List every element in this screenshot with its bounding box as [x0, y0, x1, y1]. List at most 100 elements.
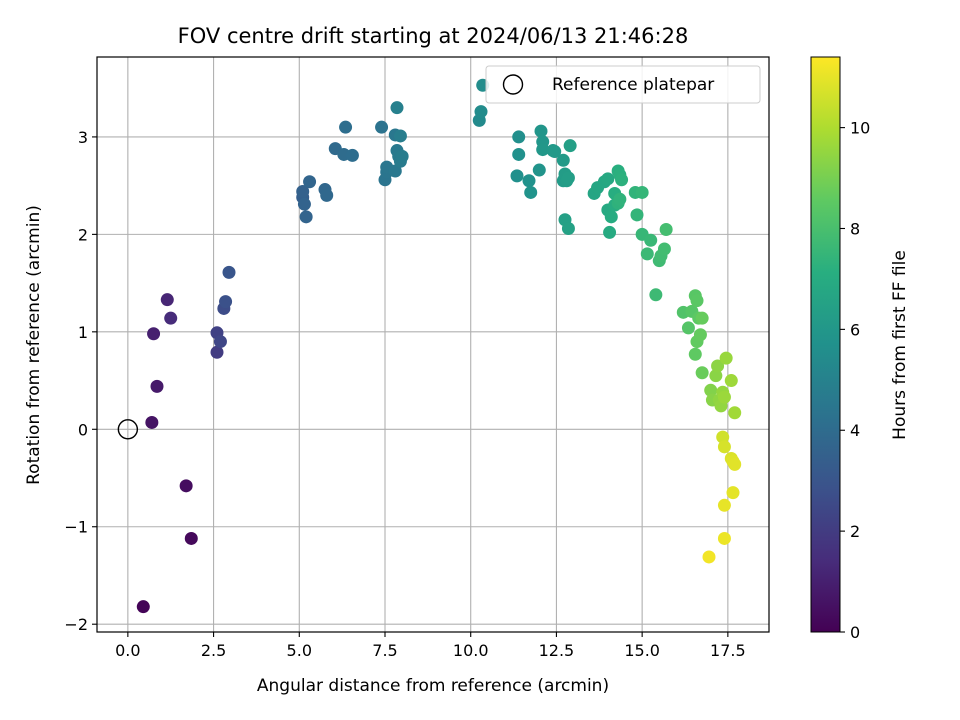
data-point	[512, 130, 526, 144]
colorbar: 0 2 4 6 8 10 Hours from first FF file	[810, 56, 910, 642]
data-point	[644, 233, 658, 247]
y-tick-label: 3	[78, 128, 88, 147]
data-point	[717, 440, 731, 454]
y-axis-ticks: −2 −1 0 1 2 3	[64, 128, 97, 634]
data-point	[615, 173, 629, 187]
data-point	[512, 147, 526, 161]
data-point	[296, 184, 310, 198]
data-point	[145, 415, 159, 429]
data-point	[213, 335, 227, 349]
x-tick-label: 0.0	[115, 641, 140, 660]
legend-entry-reference: Reference platepar	[552, 75, 714, 95]
data-point	[474, 105, 488, 119]
data-point	[561, 171, 575, 185]
data-point	[548, 145, 562, 159]
colorbar-tick-label: 6	[850, 320, 860, 339]
y-tick-label: 2	[78, 225, 88, 244]
data-point	[728, 457, 742, 471]
data-point	[709, 369, 723, 383]
data-point	[395, 149, 409, 163]
data-point	[649, 288, 663, 302]
x-tick-label: 10.0	[453, 641, 489, 660]
x-tick-label: 5.0	[287, 641, 312, 660]
data-point	[222, 265, 236, 279]
data-point	[303, 175, 317, 189]
data-point	[693, 328, 707, 342]
x-tick-label: 2.5	[201, 641, 226, 660]
data-point	[716, 430, 730, 444]
colorbar-label: Hours from first FF file	[890, 250, 910, 440]
data-point	[390, 101, 404, 115]
data-point	[613, 192, 627, 206]
data-point	[688, 347, 702, 361]
legend-box	[485, 65, 761, 104]
data-point	[160, 293, 174, 307]
colorbar-tick-label: 10	[850, 119, 870, 138]
data-point	[601, 172, 615, 186]
colorbar-tick-label: 8	[850, 219, 860, 238]
data-point	[635, 185, 649, 199]
data-point	[724, 374, 738, 388]
data-point	[704, 383, 718, 397]
data-point	[532, 163, 546, 177]
chart-title: FOV centre drift starting at 2024/06/13 …	[178, 24, 689, 48]
data-point	[657, 242, 671, 256]
y-axis-label: Rotation from reference (arcmin)	[24, 205, 44, 485]
data-point	[299, 210, 313, 224]
legend-marker-icon	[502, 74, 524, 95]
plot-frame	[96, 56, 770, 633]
legend: Reference platepar	[485, 65, 761, 104]
x-tick-label: 17.5	[710, 641, 746, 660]
data-point	[728, 406, 742, 420]
data-point	[604, 210, 618, 224]
data-point	[345, 148, 359, 162]
data-point	[534, 124, 548, 138]
data-point	[690, 294, 704, 308]
colorbar-tick-label: 0	[850, 623, 860, 642]
data-point	[320, 188, 334, 202]
y-tick-label: 1	[78, 323, 88, 342]
x-tick-label: 12.5	[539, 641, 575, 660]
y-tick-label: −2	[64, 615, 88, 634]
data-point	[695, 366, 709, 380]
data-point	[603, 225, 617, 239]
data-point	[179, 479, 193, 493]
data-point	[717, 498, 731, 512]
colorbar-ticks: 0 2 4 6 8 10	[840, 119, 870, 642]
colorbar-gradient	[810, 56, 841, 633]
data-point	[711, 359, 725, 373]
data-point	[393, 129, 407, 143]
data-point	[164, 311, 178, 325]
data-point	[726, 486, 740, 500]
data-point	[561, 222, 575, 236]
data-point	[563, 139, 577, 153]
data-point	[695, 311, 709, 325]
data-point	[640, 247, 654, 261]
data-point	[219, 295, 233, 309]
data-point	[556, 153, 570, 167]
data-points	[136, 78, 742, 614]
y-tick-label: 0	[78, 420, 88, 439]
data-point	[719, 351, 733, 365]
data-point	[717, 531, 731, 545]
data-point	[702, 550, 716, 564]
x-axis-ticks: 0.0 2.5 5.0 7.5 10.0 12.5 15.0 17.5	[115, 632, 746, 660]
data-point	[388, 164, 402, 178]
data-point	[536, 143, 550, 157]
data-point	[375, 120, 389, 134]
data-point	[524, 185, 538, 199]
reference-marker	[117, 419, 139, 440]
grid-lines	[97, 57, 769, 632]
colorbar-tick-label: 4	[850, 421, 860, 440]
data-point	[147, 327, 161, 341]
data-point	[136, 600, 150, 614]
data-point	[659, 223, 673, 236]
colorbar-tick-label: 2	[850, 522, 860, 541]
data-point	[184, 531, 198, 545]
data-point	[630, 208, 644, 222]
data-point	[681, 321, 695, 335]
y-tick-label: −1	[64, 518, 88, 537]
x-axis-label: Angular distance from reference (arcmin)	[257, 676, 609, 696]
data-point	[522, 174, 536, 188]
